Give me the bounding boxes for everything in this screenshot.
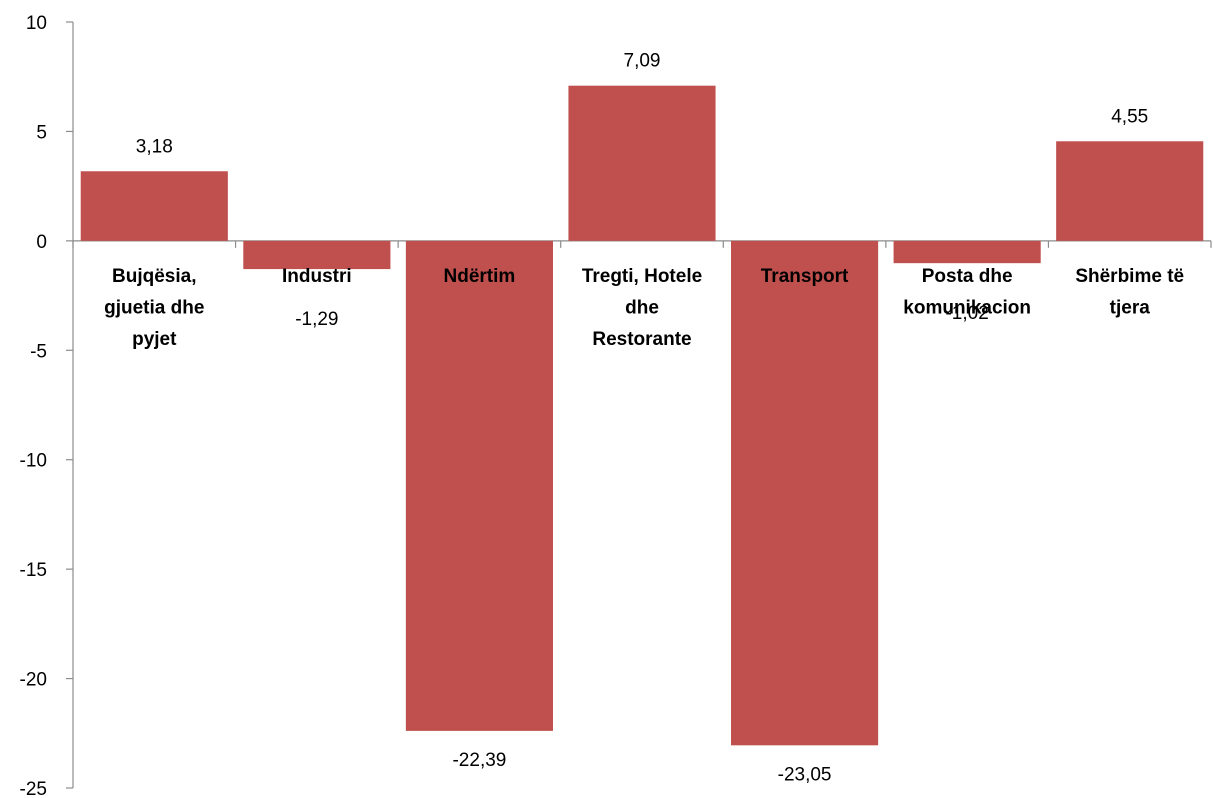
labels-layer: 3,18 -1,29 -22,39 7,09 -23,05 -1,02 4,55 Bujqës… xyxy=(104,51,1184,786)
bars-layer xyxy=(80,85,1204,746)
category-label: komunikacion xyxy=(903,297,1031,318)
category-label: Ndërtim xyxy=(444,266,516,287)
category-label: Posta dhe xyxy=(922,266,1013,287)
data-label: 7,09 xyxy=(624,51,661,72)
data-label: -22,39 xyxy=(452,750,506,771)
data-label: -23,05 xyxy=(778,764,832,785)
y-tick-label: -15 xyxy=(20,560,47,581)
bar xyxy=(80,171,228,241)
category-label: tjera xyxy=(1110,297,1151,318)
y-tick-label: -5 xyxy=(30,341,47,362)
bar xyxy=(893,240,1041,264)
category-label: Bujqësia, xyxy=(112,266,196,287)
data-label: 3,18 xyxy=(136,136,173,157)
data-label: 4,55 xyxy=(1111,106,1148,127)
bar xyxy=(1056,141,1204,241)
bar xyxy=(405,240,553,731)
y-tick-label: -25 xyxy=(20,779,47,798)
category-label: Industri xyxy=(282,266,352,287)
category-label: Restorante xyxy=(592,329,691,350)
category-label: Transport xyxy=(761,266,849,287)
category-label: dhe xyxy=(625,297,659,318)
category-label: Tregti, Hotele xyxy=(582,266,702,287)
y-tick-label: -10 xyxy=(20,451,47,472)
data-label: -1,29 xyxy=(295,309,338,330)
bar xyxy=(243,240,391,270)
y-tick-label: 0 xyxy=(36,232,47,253)
bar xyxy=(568,85,716,241)
bar xyxy=(731,240,879,746)
category-label: pyjet xyxy=(132,329,177,350)
category-label: Shërbime të xyxy=(1075,266,1184,287)
data-label: -1,02 xyxy=(945,303,988,324)
category-label: gjuetia dhe xyxy=(104,297,204,318)
y-tick-label: -20 xyxy=(20,670,47,691)
y-tick-label: 10 xyxy=(26,13,47,34)
y-tick-label: 5 xyxy=(36,122,47,143)
